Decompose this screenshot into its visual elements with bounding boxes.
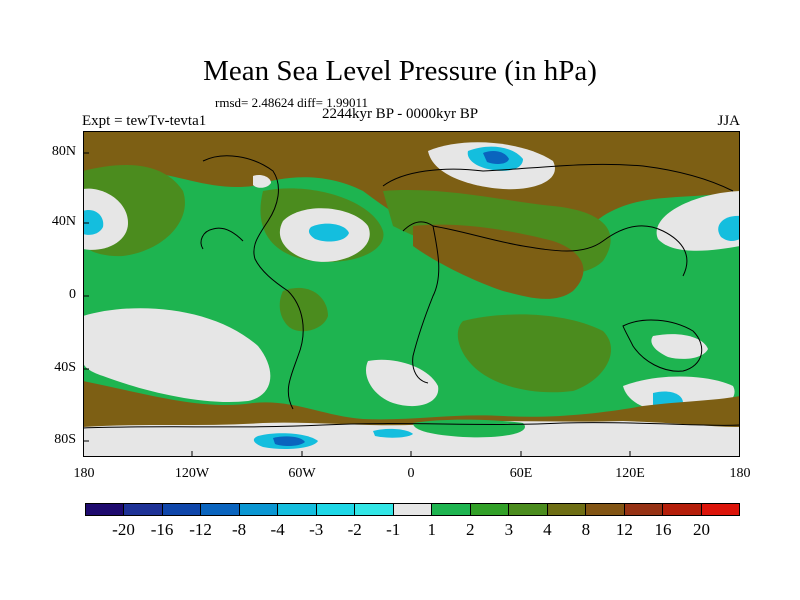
colorbar-swatch (586, 504, 625, 515)
colorbar-label: 12 (615, 520, 633, 539)
colorbar-swatch (624, 504, 664, 515)
colorbar-swatch (470, 504, 510, 515)
colorbar-label: 8 (581, 520, 591, 539)
south-atlantic-olive (457, 314, 612, 393)
period-label: 2244kyr BP - 0000kyr BP (321, 106, 479, 122)
africa-asia-brown (413, 224, 584, 299)
lat-label-0: 0 (69, 287, 76, 302)
colorbar-label: 1 (427, 520, 437, 539)
colorbar-swatch (201, 504, 240, 515)
lat-label-40n: 40N (51, 214, 76, 229)
colorbar-swatch (316, 504, 356, 515)
north-america-white-patch (253, 174, 271, 188)
colorbar-label: -16 (150, 520, 174, 539)
north-pacific-high-east (656, 191, 740, 251)
lon-label-180e: 180 (729, 466, 751, 481)
experiment-label: Expt = tewTv-tevta1 (82, 113, 207, 129)
colorbar-label: 3 (504, 520, 514, 539)
north-pacific-core-east (718, 215, 740, 241)
colorbar (85, 503, 740, 516)
colorbar-label: -4 (270, 520, 285, 539)
coastlines (83, 155, 740, 429)
lon-label-0: 0 (407, 466, 415, 481)
pressure-map (83, 131, 740, 457)
colorbar-label: 20 (692, 520, 710, 539)
colorbar-swatch (432, 504, 471, 515)
colorbar-label: -3 (309, 520, 324, 539)
colorbar-swatch (86, 504, 125, 515)
ross-sea-cyan (373, 428, 413, 438)
azores-core (308, 223, 349, 242)
colorbar-swatch (278, 504, 317, 515)
colorbar-label: -1 (386, 520, 401, 539)
season-label: JJA (717, 113, 740, 129)
colorbar-label: 4 (543, 520, 552, 539)
north-pacific-high-west (83, 188, 128, 250)
colorbar-swatch (509, 504, 548, 515)
lat-label-80n: 80N (51, 144, 76, 159)
rmsd-diff-stats: rmsd= 2.48624 diff= 1.99011 (215, 95, 368, 110)
colorbar-swatch (239, 504, 279, 515)
colorbar-label: 16 (654, 520, 672, 539)
colorbar-label: -8 (232, 520, 247, 539)
colorbar-swatch (124, 504, 163, 515)
lat-label-80s: 80S (54, 432, 76, 447)
colorbar-label: 2 (466, 520, 475, 539)
colorbar-swatch (162, 504, 202, 515)
colorbar-label: -2 (347, 520, 362, 539)
north-pacific-core-west (83, 210, 104, 235)
antarctic-blue-core (273, 436, 305, 447)
lon-label-180w: 180 (73, 466, 95, 481)
lon-label-120w: 120W (174, 466, 210, 481)
plot-title: Mean Sea Level Pressure (in hPa) (203, 55, 597, 87)
map-ticks (83, 152, 631, 457)
colorbar-swatch (393, 504, 433, 515)
south-atlantic-white (365, 359, 439, 407)
lon-label-60w: 60W (288, 466, 316, 481)
arctic-blue-core (483, 151, 509, 164)
antarctic-white (83, 421, 740, 457)
colorbar-swatch (547, 504, 587, 515)
colorbar-swatch (355, 504, 394, 515)
colorbar-swatch (701, 504, 739, 515)
colorbar-label: -20 (112, 520, 135, 539)
lon-label-60e: 60E (509, 466, 533, 481)
south-pacific-high (83, 308, 271, 402)
south-america-olive (279, 287, 328, 332)
australia-white (651, 334, 708, 359)
colorbar-label: -12 (189, 520, 212, 539)
lon-label-120e: 120E (615, 466, 645, 481)
colorbar-swatch (663, 504, 702, 515)
southern-ocean-brown (83, 381, 740, 431)
lat-label-40s: 40S (54, 360, 76, 375)
